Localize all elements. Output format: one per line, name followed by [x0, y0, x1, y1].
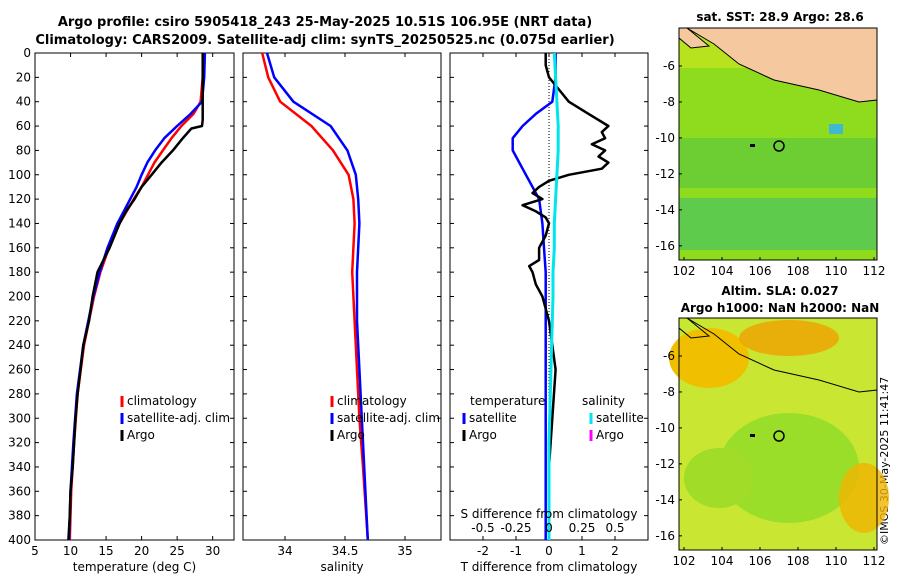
- y-tick-label: 200: [8, 290, 31, 304]
- legend-label: satellite-adj. clim: [337, 411, 440, 425]
- x-axis-label: temperature (deg C): [73, 560, 196, 574]
- top-tick-label: 0.5: [605, 521, 624, 535]
- sdiff-satellite-line: [547, 52, 560, 540]
- temp-argo-line: [67, 53, 204, 541]
- legend-label: Argo: [337, 428, 365, 442]
- legend-label: Argo: [596, 428, 624, 442]
- x-tick-label: 20: [134, 544, 149, 558]
- sal-climatology-line: [260, 52, 370, 541]
- x-tick-label: 0: [545, 544, 553, 558]
- chart-title-line1: Argo profile: csiro 5905418_243 25-May-2…: [57, 15, 593, 30]
- y-tick-label: 260: [8, 363, 31, 377]
- legend-label: satellite-adj. clim: [127, 411, 230, 425]
- y-tick-label: 300: [8, 411, 31, 425]
- top-tick-label: -0.5: [471, 521, 494, 535]
- tdiff-argo-line: [521, 53, 610, 540]
- temp-satellite-line: [67, 52, 207, 541]
- y-tick-label: 320: [8, 436, 31, 450]
- x-tick-label: -1: [510, 544, 522, 558]
- x-axis-label: T difference from climatology: [460, 560, 638, 574]
- y-tick-label: 180: [8, 265, 31, 279]
- legend-label: Argo: [469, 428, 497, 442]
- credit-text: ©IMOS 30-May-2025 11:41:47: [878, 376, 891, 545]
- x-tick-label: 34: [277, 544, 292, 558]
- legend-label: satellite: [469, 411, 517, 425]
- x-axis-label: salinity: [320, 560, 363, 574]
- legend-salinity-title: salinity: [582, 394, 625, 408]
- y-tick-label: 400: [8, 533, 31, 547]
- sla-map-title2: Argo h1000: NaN h2000: NaN: [680, 301, 880, 315]
- x-tick-label: 5: [31, 544, 39, 558]
- sal-satellite-line: [265, 52, 370, 541]
- top-tick-label: -0.25: [500, 521, 531, 535]
- top-axis-label: S difference from climatology: [461, 507, 638, 521]
- top-tick-label: 0: [545, 521, 553, 535]
- y-tick-label: 160: [8, 241, 31, 255]
- y-tick-label: 0: [23, 46, 31, 60]
- x-tick-label: 1: [578, 544, 586, 558]
- y-tick-label: 20: [16, 70, 31, 84]
- plot-frame-0: [34, 52, 235, 541]
- x-tick-label: 15: [98, 544, 113, 558]
- y-tick-label: 340: [8, 460, 31, 474]
- legend-label: satellite: [596, 411, 644, 425]
- top-tick-label: 0.25: [569, 521, 596, 535]
- y-tick-label: 60: [16, 119, 31, 133]
- y-tick-label: 240: [8, 338, 31, 352]
- temp-climatology-line: [68, 52, 205, 541]
- y-tick-label: 280: [8, 387, 31, 401]
- y-tick-label: 80: [16, 143, 31, 157]
- y-tick-label: 120: [8, 192, 31, 206]
- y-tick-label: 360: [8, 484, 31, 498]
- x-tick-label: 34.5: [332, 544, 359, 558]
- sla-map-title1: Altim. SLA: 0.027: [721, 284, 839, 298]
- y-tick-label: 140: [8, 216, 31, 230]
- x-tick-label: 25: [170, 544, 185, 558]
- plot-frame-1: [242, 52, 442, 541]
- sst-map-title: sat. SST: 28.9 Argo: 28.6: [696, 10, 864, 24]
- legend-label: climatology: [337, 394, 407, 408]
- x-tick-label: 10: [63, 544, 78, 558]
- y-tick-label: 220: [8, 314, 31, 328]
- x-tick-label: -2: [477, 544, 489, 558]
- y-tick-label: 40: [16, 95, 31, 109]
- x-tick-label: 2: [611, 544, 619, 558]
- y-tick-label: 100: [8, 168, 31, 182]
- tdiff-satellite-line: [511, 53, 557, 540]
- x-tick-label: 35: [397, 544, 412, 558]
- x-tick-label: 30: [205, 544, 220, 558]
- y-tick-label: 380: [8, 509, 31, 523]
- chart-title-line2: Climatology: CARS2009. Satellite-adj cli…: [35, 33, 615, 48]
- legend-label: climatology: [127, 394, 197, 408]
- legend-temperature-title: temperature: [470, 394, 545, 408]
- legend-label: Argo: [127, 428, 155, 442]
